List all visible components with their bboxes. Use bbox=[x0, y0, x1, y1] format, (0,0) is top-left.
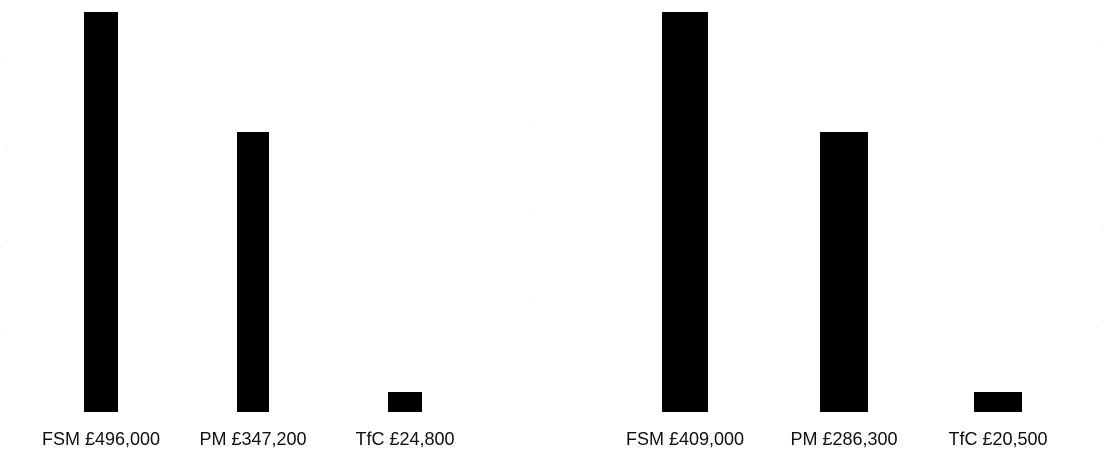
chart-right: FSM £409,000 PM £286,300 TfC £20,500 bbox=[626, 12, 1048, 449]
category-label-0-0: FSM £496,000 bbox=[42, 429, 160, 449]
bar-0-0 bbox=[84, 12, 118, 412]
bar-0-2 bbox=[388, 392, 422, 412]
scan-specks bbox=[6, 45, 1103, 331]
category-label-1-1: PM £286,300 bbox=[790, 429, 897, 449]
bar-1-1 bbox=[820, 132, 868, 412]
bar-0-1 bbox=[237, 132, 269, 412]
category-label-1-2: TfC £20,500 bbox=[948, 429, 1047, 449]
chart-left: FSM £496,000 PM £347,200 TfC £24,800 bbox=[42, 12, 455, 449]
bar-1-2 bbox=[974, 392, 1022, 412]
category-label-1-0: FSM £409,000 bbox=[626, 429, 744, 449]
category-label-0-2: TfC £24,800 bbox=[355, 429, 454, 449]
category-label-0-1: PM £347,200 bbox=[199, 429, 306, 449]
bar-1-0 bbox=[662, 12, 708, 412]
